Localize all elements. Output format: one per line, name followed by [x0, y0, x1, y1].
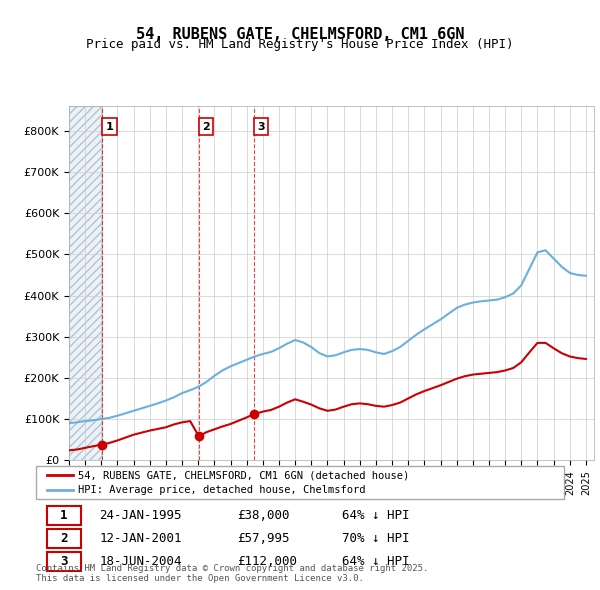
- Text: 54, RUBENS GATE, CHELMSFORD, CM1 6GN (detached house): 54, RUBENS GATE, CHELMSFORD, CM1 6GN (de…: [78, 470, 409, 480]
- Text: £112,000: £112,000: [236, 555, 296, 568]
- Text: 12-JAN-2001: 12-JAN-2001: [100, 532, 182, 545]
- Text: HPI: Average price, detached house, Chelmsford: HPI: Average price, detached house, Chel…: [78, 486, 366, 496]
- Text: 3: 3: [60, 555, 68, 568]
- Text: 3: 3: [257, 122, 265, 132]
- Text: 1: 1: [60, 509, 68, 522]
- Text: 64% ↓ HPI: 64% ↓ HPI: [342, 555, 410, 568]
- Text: £57,995: £57,995: [236, 532, 289, 545]
- Text: 2: 2: [202, 122, 210, 132]
- Text: 18-JUN-2004: 18-JUN-2004: [100, 555, 182, 568]
- FancyBboxPatch shape: [47, 552, 81, 571]
- Text: 24-JAN-1995: 24-JAN-1995: [100, 509, 182, 522]
- Text: Contains HM Land Registry data © Crown copyright and database right 2025.
This d: Contains HM Land Registry data © Crown c…: [36, 563, 428, 583]
- Text: 70% ↓ HPI: 70% ↓ HPI: [342, 532, 410, 545]
- FancyBboxPatch shape: [47, 529, 81, 548]
- Text: 1: 1: [106, 122, 113, 132]
- FancyBboxPatch shape: [36, 466, 564, 499]
- Text: 54, RUBENS GATE, CHELMSFORD, CM1 6GN: 54, RUBENS GATE, CHELMSFORD, CM1 6GN: [136, 27, 464, 41]
- FancyBboxPatch shape: [47, 506, 81, 525]
- Text: 64% ↓ HPI: 64% ↓ HPI: [342, 509, 410, 522]
- Text: 2: 2: [60, 532, 68, 545]
- Text: Price paid vs. HM Land Registry's House Price Index (HPI): Price paid vs. HM Land Registry's House …: [86, 38, 514, 51]
- Text: £38,000: £38,000: [236, 509, 289, 522]
